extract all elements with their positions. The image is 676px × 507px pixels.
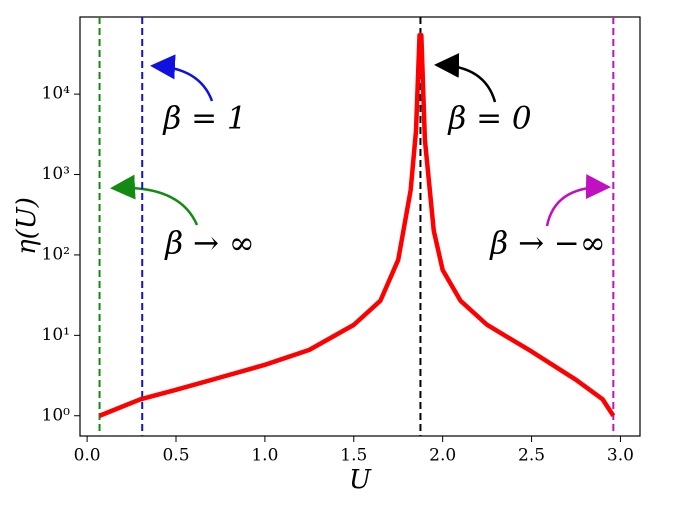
arrows (110, 52, 611, 227)
y-tick-label: 10¹ (42, 325, 70, 345)
y-tick-label: 10³ (42, 164, 70, 184)
x-tick-label: 0.5 (162, 446, 189, 466)
arrow (150, 54, 214, 102)
arrow (434, 52, 497, 103)
annotation: β = 1 (162, 101, 246, 137)
data-line (98, 32, 616, 418)
y-tick-label: 10⁴ (42, 84, 71, 104)
x-tick-label: 0.0 (74, 446, 101, 466)
arrow (110, 174, 199, 226)
plot-frame (79, 16, 641, 437)
y-axis-label: η(U) (12, 197, 42, 255)
x-tick-label: 2.5 (518, 446, 545, 466)
annotation: β = 0 (447, 101, 531, 137)
x-tick-label: 1.5 (340, 446, 367, 466)
x-tick-label: 3.0 (607, 446, 634, 466)
annotation: β → −∞ (489, 226, 605, 262)
annotation: β → ∞ (164, 226, 254, 262)
y-tick-label: 10⁰ (42, 405, 71, 425)
x-tick-label: 2.0 (429, 446, 456, 466)
y-tick-label: 10² (42, 244, 70, 264)
arrow (545, 174, 611, 227)
x-axis-label: U (349, 465, 372, 495)
x-tick-label: 1.0 (251, 446, 278, 466)
